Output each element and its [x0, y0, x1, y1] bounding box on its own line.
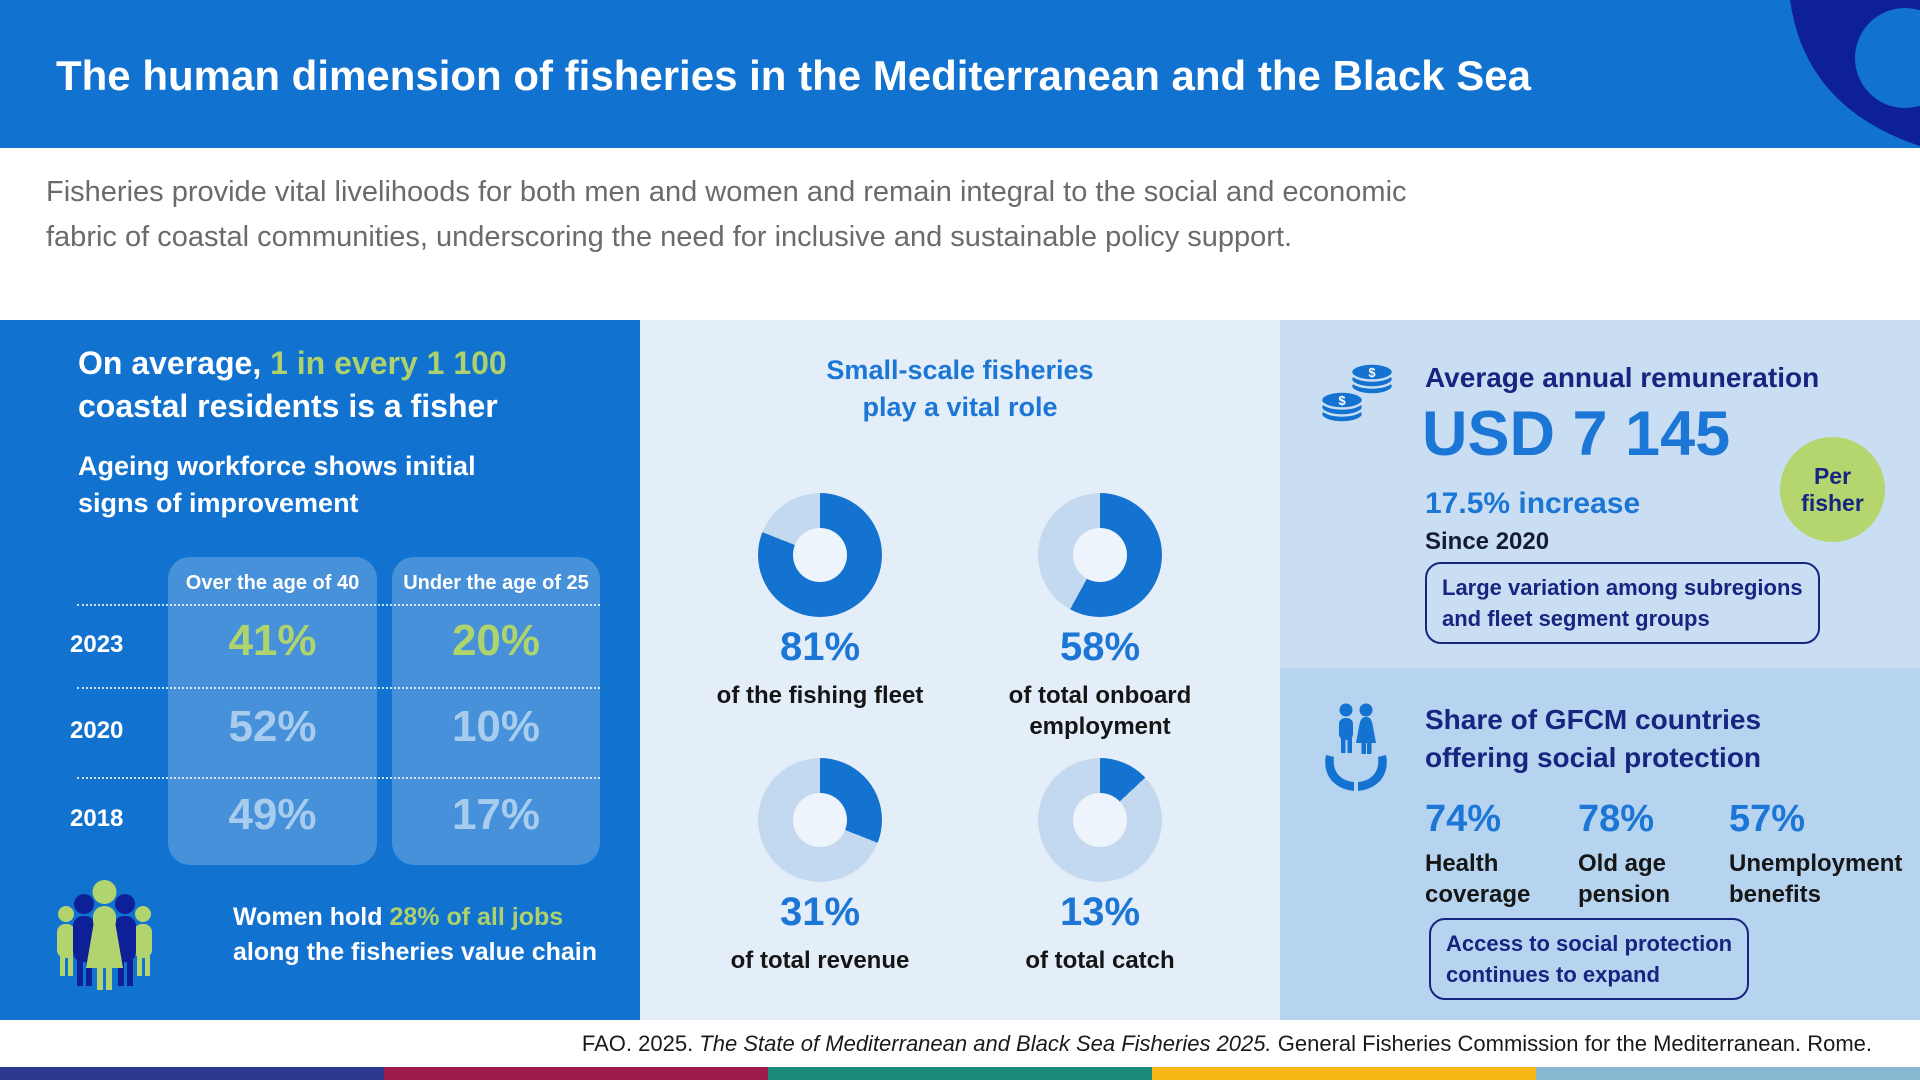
donut-chart-fleet — [758, 493, 882, 617]
access-note-line2: continues to expand — [1446, 962, 1660, 987]
table-cell: 41% — [228, 616, 317, 665]
footer-stripe-segment — [768, 1067, 1152, 1080]
ssf-title: Small-scale fisheries play a vital role — [740, 352, 1180, 426]
footer-stripe-segment — [1536, 1067, 1920, 1080]
intro-text: Fisheries provide vital livelihoods for … — [46, 170, 1407, 260]
people-in-hands-icon — [1325, 703, 1387, 791]
donut-caption: of total revenue — [730, 947, 910, 974]
intro-line-2: fabric of coastal communities, underscor… — [46, 221, 1293, 253]
donut-caption: of total catch — [1025, 947, 1175, 974]
women-group-icon — [57, 880, 152, 990]
donut-value: 58% — [1059, 625, 1141, 669]
footer-band — [0, 1020, 1920, 1068]
donut-chart-employment — [1038, 493, 1162, 617]
social-protection-title-line1: Share of GFCM countries — [1425, 704, 1762, 735]
ssf-title-line1: Small-scale fisheries — [826, 355, 1094, 385]
svg-text:$: $ — [1368, 365, 1376, 380]
citation-italic: The State of Mediterranean and Black Sea… — [699, 1031, 1272, 1056]
table-divider — [77, 687, 600, 689]
citation-prefix: FAO. 2025. — [581, 1031, 700, 1056]
variation-note-line1: Large variation among subregions — [1442, 575, 1803, 600]
remuneration-title: Average annual remuneration — [1425, 362, 1820, 393]
ssf-title-line2: play a vital role — [862, 392, 1058, 422]
women-jobs-highlight: 28% of all jobs — [389, 903, 564, 931]
fisher-headline-line1: On average, 1 in every 1 100 — [78, 342, 507, 385]
fisher-headline: On average, 1 in every 1 100 coastal res… — [78, 342, 507, 428]
social-protection-title-line2: offering social protection — [1425, 742, 1762, 773]
social-protection-panel — [1280, 668, 1920, 1020]
access-note-line1: Access to social protection — [1446, 931, 1733, 956]
social-protection-title: Share of GFCM countries offering social … — [1425, 701, 1761, 777]
stat-label-line: pension — [1578, 881, 1671, 908]
footer-stripe-segment — [0, 1067, 384, 1080]
stat-label-line: Unemployment — [1729, 850, 1903, 877]
wave-decoration-icon — [1790, 0, 1920, 146]
remuneration-since: Since 2020 — [1425, 528, 1550, 555]
donut-caption: of the fishing fleet — [716, 682, 924, 709]
age-column-over40 — [168, 557, 377, 865]
donut-value: 13% — [1059, 890, 1141, 934]
table-cell: 10% — [451, 702, 541, 751]
access-note-box: Access to social protection continues to… — [1429, 918, 1750, 1000]
stat-label-line: Health — [1425, 850, 1499, 877]
table-row-year: 2018 — [70, 805, 124, 832]
table-cell: 20% — [451, 616, 541, 665]
table-divider — [77, 604, 600, 606]
middle-panel — [640, 320, 1280, 1020]
donut-chart-catch — [1038, 758, 1162, 882]
citation-suffix: General Fisheries Commission for the Med… — [1271, 1031, 1872, 1056]
age-column-under25 — [392, 557, 600, 865]
women-jobs-line2: along the fisheries value chain — [233, 938, 598, 966]
ageing-subtitle: Ageing workforce shows initial signs of … — [78, 448, 476, 522]
stat-value-pension: 78% — [1578, 798, 1655, 840]
stat-label-line: coverage — [1425, 881, 1531, 908]
age-column-header-over40: Over the age of 40 — [185, 572, 360, 594]
table-cell: 49% — [228, 790, 317, 839]
footer-stripe-segment — [384, 1067, 768, 1080]
donut-chart-revenue — [758, 758, 882, 882]
stat-label-pension: Old age pension — [1578, 848, 1670, 910]
donut-value: 31% — [779, 890, 861, 934]
per-fisher-badge-line2: fisher — [1801, 489, 1864, 516]
table-cell: 17% — [451, 790, 541, 839]
intro-line-1: Fisheries provide vital livelihoods for … — [46, 176, 1407, 208]
coins-icon: $ $ — [1319, 362, 1395, 424]
table-divider — [77, 777, 600, 779]
ageing-subtitle-line1: Ageing workforce shows initial — [78, 451, 476, 481]
variation-note-box: Large variation among subregions and fle… — [1425, 562, 1820, 644]
per-fisher-badge-line1: Per — [1813, 462, 1852, 489]
table-cell: 52% — [228, 702, 317, 751]
stat-label-line: benefits — [1729, 881, 1822, 908]
remuneration-amount: USD 7 145 — [1422, 399, 1731, 469]
ageing-subtitle-line2: signs of improvement — [78, 488, 359, 518]
women-jobs-text: Women hold 28% of all jobs along the fis… — [233, 900, 597, 970]
women-jobs-prefix: Women hold — [233, 903, 390, 931]
stat-value-unemployment: 57% — [1729, 798, 1806, 840]
remuneration-increase: 17.5% increase — [1425, 487, 1641, 520]
donut-caption: of total onboard employment — [1008, 682, 1192, 740]
stat-value-health: 74% — [1425, 798, 1502, 840]
per-fisher-badge: Per fisher — [1780, 437, 1885, 542]
variation-note-line2: and fleet segment groups — [1442, 606, 1710, 631]
table-row-year: 2020 — [70, 717, 124, 744]
footer-stripe-segment — [1152, 1067, 1536, 1080]
donut-value: 81% — [779, 625, 861, 669]
women-jobs-line1: Women hold 28% of all jobs — [233, 900, 597, 935]
age-column-header-under25: Under the age of 25 — [403, 572, 589, 594]
headline-prefix: On average, — [78, 345, 271, 381]
fisher-headline-line2: coastal residents is a fisher — [78, 388, 498, 424]
citation: FAO. 2025. The State of Mediterranean an… — [582, 1031, 1872, 1057]
page-title: The human dimension of fisheries in the … — [56, 52, 1532, 99]
stat-label-line: Old age — [1578, 850, 1667, 877]
table-row-year: 2023 — [70, 631, 124, 658]
header-band: The human dimension of fisheries in the … — [0, 0, 1920, 148]
headline-highlight: 1 in every 1 100 — [270, 345, 507, 381]
stat-label-health: Health coverage — [1425, 848, 1530, 910]
stat-label-unemployment: Unemployment benefits — [1729, 848, 1902, 910]
svg-text:$: $ — [1338, 393, 1346, 408]
